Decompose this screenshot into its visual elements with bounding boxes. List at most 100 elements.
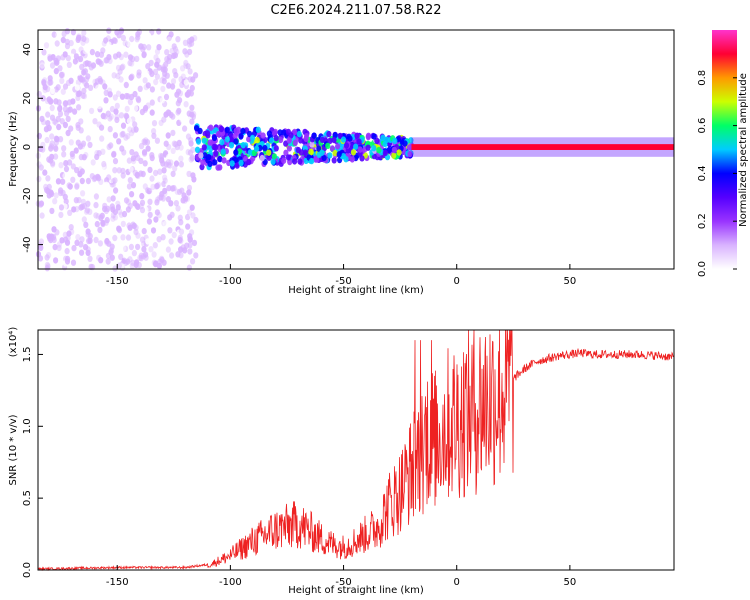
spectrogram-cell	[167, 227, 173, 234]
spectrogram-cell	[134, 55, 140, 63]
spectrogram-cell	[152, 68, 159, 76]
spectrogram-cell	[43, 126, 50, 133]
spectrogram-cell	[149, 99, 155, 106]
spectrogram-cell	[208, 124, 214, 131]
spectrogram-cell	[147, 166, 153, 174]
spectrogram-cell	[133, 126, 139, 133]
spectrogram-cell	[47, 75, 53, 82]
spectrogram-cell	[76, 69, 82, 76]
spectrogram-cell	[106, 240, 112, 247]
spectrogram-cell	[114, 102, 120, 110]
spectrogram-cell	[141, 246, 147, 253]
x-tick-label: -50	[335, 577, 351, 588]
spectrogram-cell	[319, 149, 325, 156]
spectrogram-cell	[138, 252, 144, 259]
spectrogram-cell	[396, 149, 402, 156]
spectrogram-cell	[55, 84, 61, 91]
spectrogram-x-ticks: -150 -100 -50 0 50	[106, 264, 576, 287]
spectrogram-cell	[104, 216, 110, 224]
spectrogram-cell	[254, 145, 260, 152]
spectrogram-cell	[149, 154, 155, 162]
spectrogram-cell	[292, 139, 298, 146]
spectrogram-cell	[128, 243, 134, 251]
spectrogram-cell	[181, 111, 188, 119]
spectrogram-cell	[130, 155, 136, 162]
spectrogram-cell	[66, 61, 72, 68]
spectrogram-cell	[135, 34, 141, 41]
spectrogram-cell	[43, 42, 50, 49]
spectrogram-cell	[173, 72, 179, 79]
spectrogram-cell	[49, 62, 56, 69]
spectrogram-cell	[89, 107, 95, 115]
spectrogram-cell	[185, 63, 191, 70]
spectrogram-cell	[221, 157, 227, 164]
spectrogram-cell	[139, 236, 146, 243]
spectrogram-cell	[206, 154, 212, 161]
spectrogram-cell	[319, 136, 325, 143]
spectrogram-cell	[84, 207, 91, 214]
spectrogram-cell	[64, 38, 70, 46]
spectrogram-cell	[232, 132, 238, 140]
spectrogram-cell	[44, 136, 50, 144]
spectrogram-cell	[129, 35, 135, 43]
spectrogram-cell	[170, 83, 176, 90]
spectrogram-cell	[129, 149, 135, 156]
spectrogram-cell	[175, 205, 181, 212]
spectrogram-cell	[98, 178, 104, 185]
colorbar-tick-label: 0.8	[697, 70, 708, 86]
spectrogram-cell	[93, 193, 99, 200]
spectrogram-cell	[68, 125, 74, 132]
spectrogram-cell	[218, 125, 224, 133]
spectrogram-cell	[58, 136, 64, 143]
spectrogram-cell	[187, 233, 193, 240]
spectrogram-cell	[55, 178, 62, 185]
spectrogram-cell	[73, 53, 79, 60]
spectrogram-cell	[292, 158, 298, 165]
spectrogram-cell	[126, 117, 132, 125]
spectrogram-cell	[84, 82, 90, 89]
spectrogram-cell	[309, 157, 315, 165]
y-tick-label: 0.0	[22, 562, 33, 578]
figure-title: C2E6.2024.211.07.58.R22	[270, 3, 441, 18]
spectrogram-cell	[64, 110, 70, 117]
snr-frame	[37, 329, 675, 571]
spectrogram-cell	[217, 155, 223, 163]
spectrogram-cell	[335, 143, 341, 150]
spectrogram-cell	[92, 78, 98, 86]
spectrogram-cell	[186, 189, 192, 196]
spectrogram-cell	[133, 105, 139, 112]
spectrogram-cell	[272, 130, 278, 137]
spectrogram-cell	[182, 125, 188, 132]
spectrogram-cell	[109, 254, 115, 261]
spectrogram-cell	[36, 175, 42, 183]
spectrogram-cell	[120, 34, 126, 42]
spectrogram-cell	[288, 132, 294, 139]
spectrogram-cell	[131, 157, 137, 165]
spectrogram-cell	[53, 153, 59, 160]
spectrogram-cell	[193, 252, 199, 259]
spectrogram-cell	[93, 212, 99, 219]
spectrogram-cell	[64, 28, 70, 35]
spectrogram-cell	[228, 136, 235, 144]
spectrogram-cell	[125, 234, 132, 241]
spectrogram-cell	[224, 126, 230, 133]
spectrogram-cell	[118, 112, 125, 119]
spectrogram-cell	[118, 85, 124, 92]
spectrogram-cell	[309, 141, 315, 148]
spectrogram-cell	[201, 144, 207, 151]
spectrogram-cell	[161, 219, 167, 227]
spectrogram-cell	[217, 164, 223, 171]
spectrogram-cell	[109, 203, 115, 210]
spectrogram-cell	[108, 142, 114, 149]
spectrogram-cell	[162, 187, 168, 195]
spectrogram-cell	[110, 178, 116, 185]
spectrogram-cell	[49, 104, 55, 112]
spectrogram-cell	[161, 78, 167, 85]
spectrogram-cell	[123, 81, 129, 89]
colorbar-tick-label: 0.6	[697, 118, 708, 134]
spectrogram-cell	[45, 175, 51, 182]
spectrogram-cell	[178, 76, 184, 83]
spectrogram-cell	[85, 249, 91, 256]
spectrogram-cell	[292, 128, 298, 136]
spectrogram-cell	[325, 142, 331, 149]
